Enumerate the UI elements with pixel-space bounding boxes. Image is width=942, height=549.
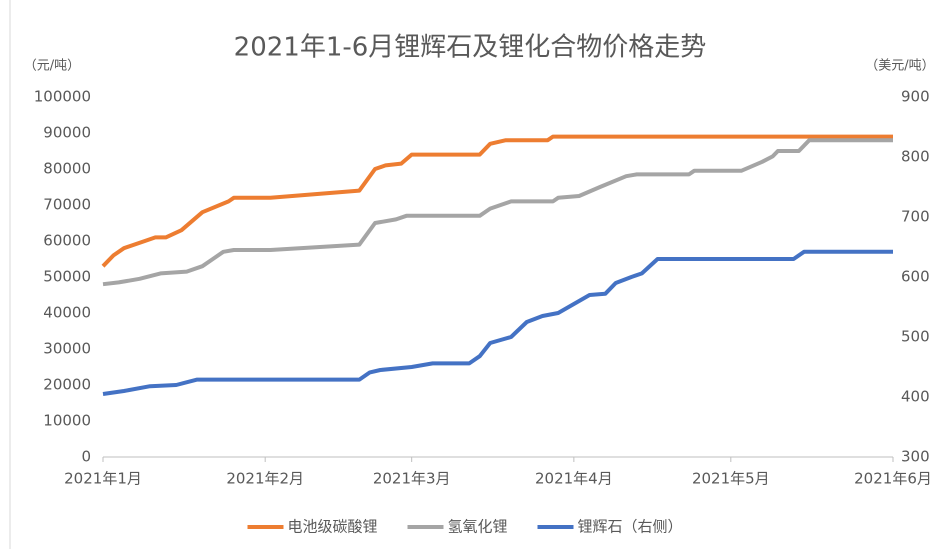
legend-label: 氢氧化锂 <box>448 518 508 536</box>
y-tick-label: 10000 <box>43 412 91 430</box>
y2-tick-label: 900 <box>901 88 930 106</box>
line-series <box>101 134 893 268</box>
y-tick-label: 50000 <box>43 268 91 286</box>
y-tick-label: 0 <box>81 448 91 466</box>
y2-tick-label: 400 <box>901 388 930 406</box>
x-tick-label: 2021年3月 <box>373 470 451 488</box>
line-series <box>102 138 893 287</box>
y-tick-label: 100000 <box>34 88 91 106</box>
x-tick-label: 2021年1月 <box>64 470 142 488</box>
y-tick-label: 70000 <box>43 196 91 214</box>
y2-tick-label: 700 <box>901 208 930 226</box>
y2-tick-label: 800 <box>901 148 930 166</box>
x-tick-label: 2021年6月 <box>854 470 932 488</box>
chart-title: 2021年1-6月锂辉石及锂化合物价格走势 <box>234 33 707 63</box>
y2-tick-label: 500 <box>901 328 930 346</box>
y2-axis-label: （美元/吨） <box>865 59 934 74</box>
line-series <box>102 249 893 396</box>
y2-tick-label: 600 <box>901 268 930 286</box>
y-axis-label: （元/吨） <box>24 59 80 74</box>
legend-label: 电池级碳酸锂 <box>288 518 378 536</box>
x-tick-label: 2021年5月 <box>692 470 770 488</box>
y-tick-label: 60000 <box>43 232 91 250</box>
y-tick-label: 80000 <box>43 160 91 178</box>
x-tick-label: 2021年4月 <box>535 470 613 488</box>
y2-tick-label: 300 <box>901 448 930 466</box>
y-tick-label: 90000 <box>43 124 91 142</box>
y-tick-label: 20000 <box>43 376 91 394</box>
y-tick-label: 40000 <box>43 304 91 322</box>
legend-label: 锂辉石（右侧） <box>578 518 683 536</box>
x-tick-label: 2021年2月 <box>226 470 304 488</box>
y-tick-label: 30000 <box>43 340 91 358</box>
